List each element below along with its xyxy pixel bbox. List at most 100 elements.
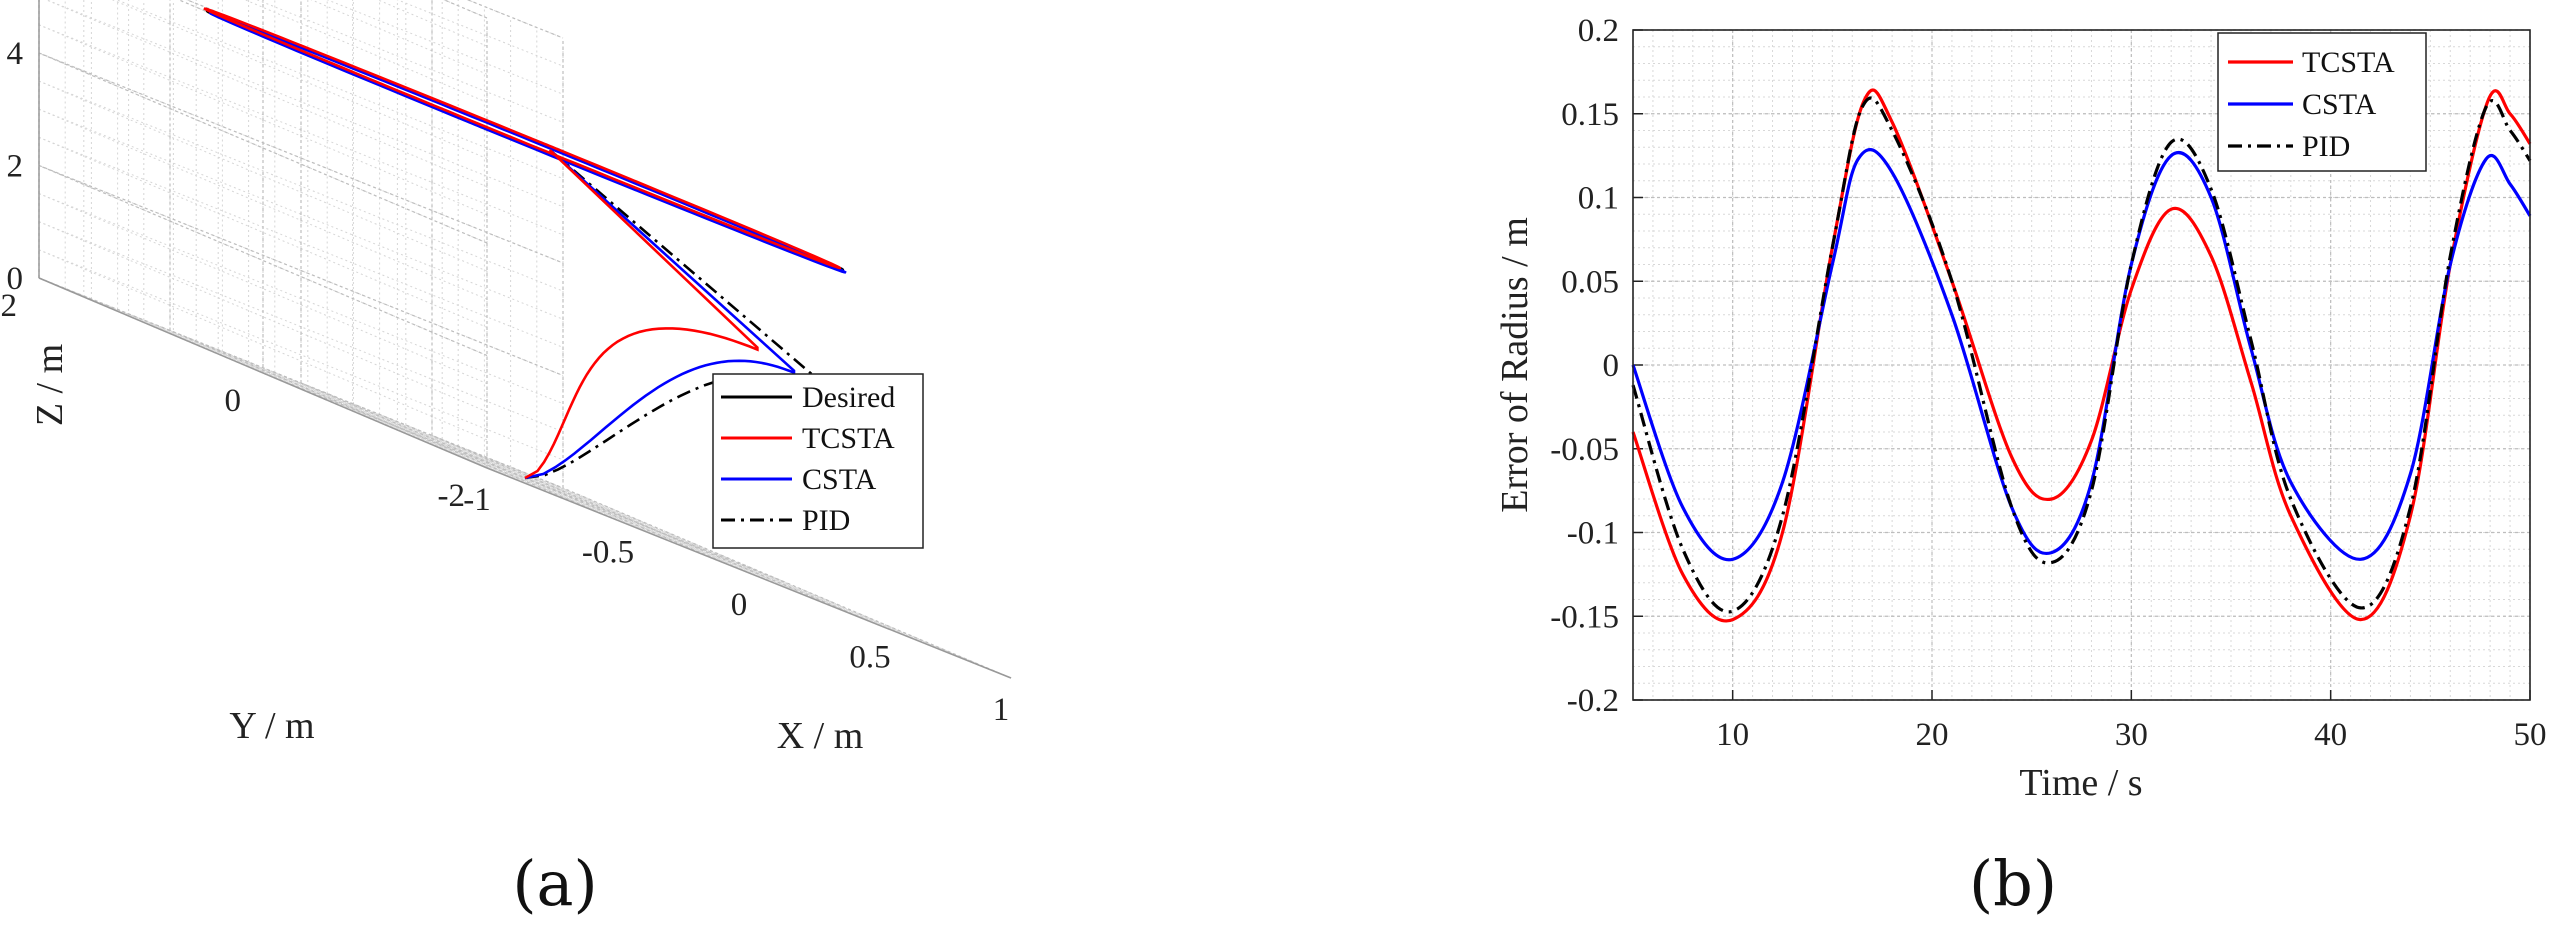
panel-b-ylabel: Error of Radius / m: [1494, 217, 1536, 513]
panel-a-floor-grid: [248, 361, 697, 553]
panel-a-grid: [38, 0, 1012, 679]
panel-a-backwall-major: [38, 52, 564, 264]
panel-a-x-tick-label: -1: [463, 482, 491, 518]
panel-a-sidewall-grid: [38, 136, 488, 328]
panel-a-3d-plot: -1-0.500.51-20202468 Z / m Y / m X / m D…: [1, 0, 1012, 920]
panel-a-orbit-csta: [209, 11, 847, 274]
panel-b-y-tick-label: 0.2: [1578, 13, 1619, 49]
panel-a-sidewall-grid: [38, 193, 488, 385]
panel-a-floor-grid: [218, 353, 743, 565]
panel-a-ylabel: Y / m: [229, 705, 314, 747]
panel-a-sidewall-grid: [38, 249, 488, 441]
panel-a-backwall-grid: [256, 0, 564, 123]
panel-a-sidewall-grid: [310, 0, 488, 75]
panel-a-floor-grid: [128, 315, 653, 527]
panel-a-sidewall-grid: [38, 221, 488, 413]
panel-b-series-tcsta: [1631, 88, 2532, 623]
panel-b-legend-label-tcsta: TCSTA: [2302, 46, 2395, 79]
panel-b-line-chart: 10 20 30 40 50 -0.2 -0.15 -0.1 -0.05 0 0.05 0.1 0.15…: [1494, 13, 2547, 920]
panel-a-sidewall-grid: [38, 165, 488, 356]
panel-a-backwall-grid: [396, 0, 564, 67]
panel-a-floor-grid: [173, 334, 698, 546]
panel-a-x-axis: [486, 467, 1012, 679]
panel-a-legend-label-pid: PID: [802, 504, 850, 537]
panel-b-series: [1631, 88, 2532, 623]
panel-a-orbit-tcsta: [203, 7, 842, 270]
panel-b-caption: (b): [1969, 847, 2057, 920]
panel-a-y-tick-label: -2: [438, 478, 466, 514]
panel-b-y-tick-label: 0.15: [1561, 97, 1619, 133]
panel-b-xlabel: Time / s: [2019, 762, 2142, 804]
panel-b-y-tick-label: -0.2: [1567, 683, 1619, 719]
panel-b-y-tick-label: 0.05: [1561, 264, 1619, 300]
panel-a-z-tick-label: 4: [7, 36, 24, 72]
panel-a-backwall-grid: [115, 0, 564, 180]
panel-a-backwall-grid: [38, 24, 564, 236]
panel-a-legend: Desired TCSTA CSTA PID: [712, 373, 924, 549]
panel-b-legend-label-csta: CSTA: [2302, 88, 2377, 121]
panel-a-legend-label-desired: Desired: [802, 381, 895, 414]
panel-a-legend-box: [712, 373, 924, 549]
panel-a-floor-grid: [431, 435, 881, 626]
panel-a-floor-grid: [352, 410, 877, 622]
panel-a-floor-grid: [442, 448, 967, 660]
panel-b-legend-label-pid: PID: [2302, 130, 2350, 163]
panel-a-backwall-grid: [38, 80, 564, 292]
panel-a-legend-label-csta: CSTA: [802, 463, 877, 496]
panel-a-caption: (a): [512, 847, 597, 920]
panel-a-tick-labels: -1-0.500.51-20202468: [1, 36, 1010, 728]
panel-a-sidewall-grid: [38, 24, 488, 216]
panel-a-x-tick-label: 1: [993, 692, 1010, 728]
panel-a-x-tick-label: 0: [731, 587, 748, 623]
panel-a-floor-grid: [307, 391, 832, 603]
panel-b-y-tick-label: -0.05: [1550, 432, 1619, 468]
panel-a-sidewall-grid: [38, 108, 488, 300]
panel-a-floor-grid: [169, 330, 619, 521]
panel-a-z-tick-label: 2: [7, 149, 24, 185]
panel-b-x-tick-label: 40: [2314, 717, 2347, 753]
panel-a-floor-grid: [397, 429, 922, 641]
panel-a-z-tick-label: 0: [7, 261, 24, 297]
panel-a-floor-grid: [83, 296, 608, 508]
panel-a-sidewall-grid: [38, 52, 488, 244]
panel-b-x-tick-label: 30: [2115, 717, 2148, 753]
panel-b-y-tick-label: 0: [1603, 348, 1620, 384]
panel-b-x-tick-label: 10: [1716, 717, 1749, 753]
panel-a-y-axis: [38, 277, 488, 469]
panel-a-floor-grid: [562, 487, 1012, 679]
panel-a-backwall-grid: [38, 221, 564, 433]
panel-a-backwall-grid: [38, 193, 564, 405]
panel-a-ascent-csta: [524, 148, 796, 480]
panel-b-x-tick-label: 20: [1916, 717, 1949, 753]
panel-b-y-tick-label: -0.1: [1567, 516, 1619, 552]
panel-b-legend-box: [2217, 32, 2427, 172]
panel-a-axes: [38, 0, 1012, 679]
panel-a-ascent-tcsta: [524, 148, 759, 480]
panel-a-backwall-grid: [326, 0, 564, 95]
panel-a-legend-label-tcsta: TCSTA: [802, 422, 895, 455]
panel-a-backwall-grid: [45, 0, 564, 208]
panel-a-y-tick-label: 0: [225, 383, 242, 419]
panel-a-backwall-grid: [38, 108, 564, 320]
panel-b-y-tick-label: 0.1: [1578, 181, 1619, 217]
panel-a-x-tick-label: -0.5: [582, 535, 634, 571]
panel-b-series-csta: [1631, 148, 2532, 562]
panel-a-sidewall-grid: [45, 0, 488, 188]
panel-b-x-tick-label: 50: [2514, 717, 2547, 753]
panel-a-sidewall-grid: [111, 0, 488, 160]
panel-a-backwall-major: [38, 164, 564, 377]
panel-a-zlabel: Z / m: [29, 344, 71, 426]
panel-a-xlabel: X / m: [777, 715, 864, 757]
panel-a-backwall-major: [38, 277, 564, 489]
panel-a-y-tick-label: 2: [1, 288, 18, 324]
panel-b-y-tick-label: -0.15: [1550, 599, 1619, 635]
panel-a-sidewall-grid: [376, 0, 488, 47]
panel-a-backwall-major: [466, 0, 564, 39]
panel-b-tick-labels: 10 20 30 40 50 -0.2 -0.15 -0.1 -0.05 0 0.05 0.1 0.15…: [1550, 13, 2546, 753]
panel-a-backwall-grid: [38, 136, 564, 348]
panel-a-x-tick-label: 0.5: [849, 640, 890, 676]
panel-b-legend: TCSTA CSTA PID: [2217, 32, 2427, 172]
panel-a-floor-grid: [353, 403, 802, 595]
panel-a-sidewall-grid: [244, 0, 488, 103]
